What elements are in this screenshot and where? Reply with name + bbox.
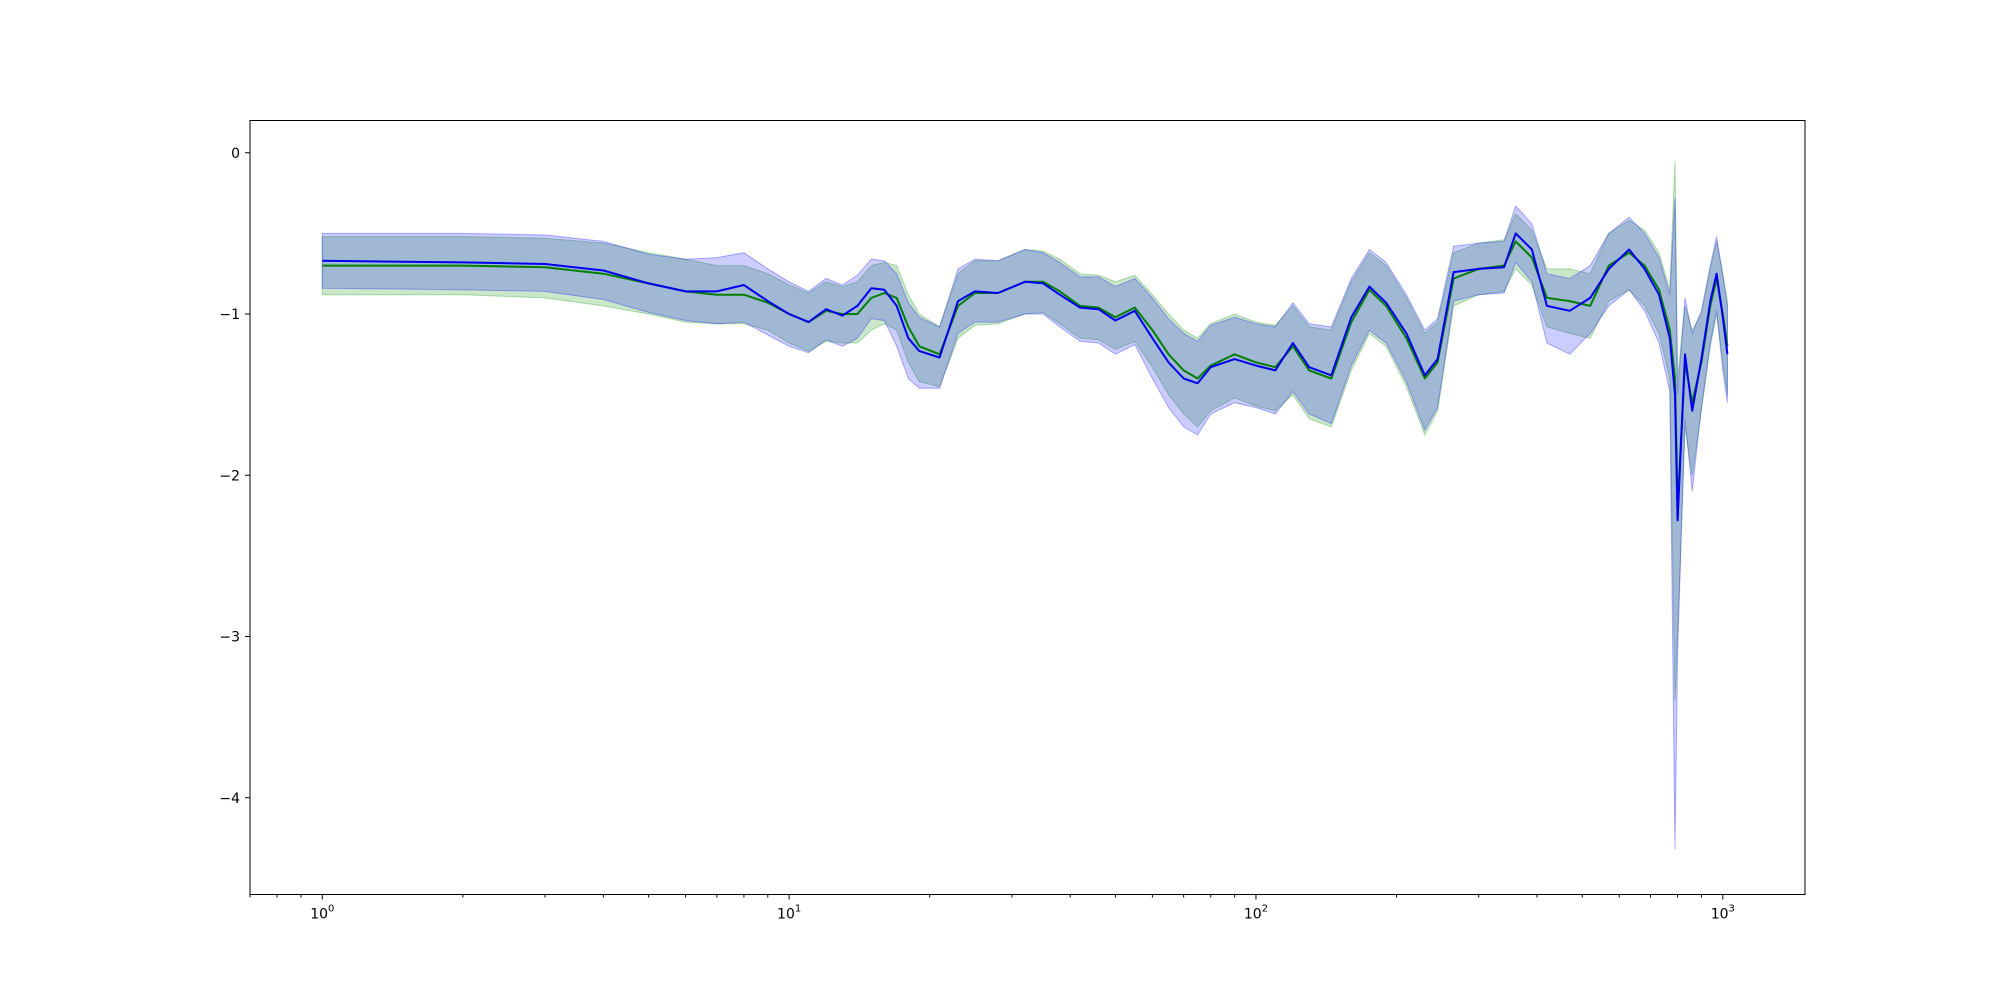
x-tick-label-exponent: 2 (1262, 904, 1268, 915)
x-tick-label-exponent: 0 (328, 904, 334, 915)
x-tick-label: 100 (310, 904, 334, 923)
y-tick-label: −3 (219, 630, 240, 646)
x-tick-label-base: 10 (310, 907, 328, 923)
x-tick-label: 101 (777, 904, 801, 923)
x-tick-label-exponent: 3 (1729, 904, 1735, 915)
x-tick-label-base: 10 (1244, 907, 1262, 923)
y-tick-label: −4 (219, 791, 240, 807)
y-tick-label: −2 (219, 468, 240, 484)
x-axis: 100 101 102 103 (249, 894, 1735, 923)
series-2-line (322, 232, 1729, 522)
y-tick-label: 0 (231, 146, 240, 162)
axes-frame (249, 120, 1806, 895)
x-tick-label: 103 (1711, 904, 1735, 923)
plot-area (321, 160, 1729, 850)
x-tick-label-base: 10 (1711, 907, 1729, 923)
y-tick-label: −1 (219, 307, 240, 323)
y-axis: 0 −1 −2 −3 −4 (219, 146, 250, 807)
x-tick-label-base: 10 (777, 907, 795, 923)
x-tick-label-exponent: 1 (795, 904, 801, 915)
x-tick-label: 102 (1244, 904, 1268, 923)
